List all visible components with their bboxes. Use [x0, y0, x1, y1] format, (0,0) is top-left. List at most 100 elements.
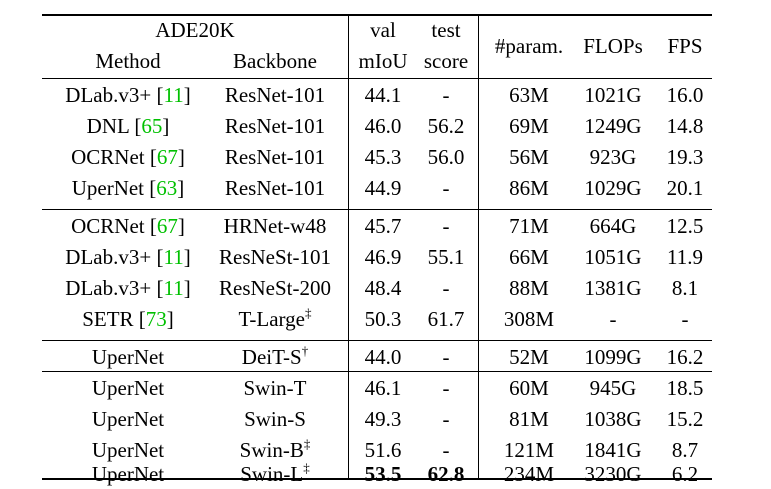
method-cell: UperNet [92, 409, 164, 430]
citation-link[interactable]: 65 [141, 114, 163, 138]
params-cell: 81M [509, 407, 549, 431]
test-cell: 56.0 [427, 145, 465, 169]
top-rule [42, 14, 712, 16]
footnote-mark: ‡ [303, 436, 311, 451]
footnote-mark: ‡ [303, 460, 310, 475]
method-cell: DNL [65] [86, 114, 170, 138]
method-cell: OCRNet [67] [71, 214, 185, 238]
backbone-cell: Swin-S [244, 407, 306, 431]
flops-cell: 1021G [584, 83, 642, 107]
val-cell: 51.6 [364, 438, 402, 462]
test-cell: - [442, 214, 450, 238]
citation-link[interactable]: 11 [163, 245, 184, 269]
test-cell: - [442, 376, 450, 400]
flops-cell: - [609, 307, 617, 331]
backbone-cell: DeiT-S† [241, 343, 309, 369]
fps-cell: 8.7 [671, 438, 699, 462]
test-subheader: score [423, 49, 469, 73]
params-cell: 56M [509, 145, 549, 169]
fps-cell: - [681, 307, 689, 331]
method-cell: UperNet [92, 464, 164, 485]
fps-cell: 18.5 [666, 376, 704, 400]
dataset-header: ADE20K [155, 18, 235, 42]
citation-link[interactable]: 67 [156, 145, 178, 169]
backbone-cell: ResNet-101 [224, 114, 326, 138]
fps-cell: 19.3 [666, 145, 704, 169]
method-header: Method [95, 49, 161, 73]
test-cell: - [442, 176, 450, 200]
val-cell: 46.9 [364, 245, 402, 269]
val-cell: 45.3 [364, 145, 402, 169]
method-name: DLab.v3+ [65, 83, 152, 107]
backbone-cell: T-Large‡ [238, 305, 312, 331]
params-cell: 60M [509, 376, 549, 400]
val-subheader: mIoU [358, 49, 408, 73]
val-cell: 48.4 [364, 276, 402, 300]
backbone-cell: Swin-B‡ [239, 436, 311, 462]
flops-cell: 945G [589, 376, 637, 400]
test-cell: 55.1 [427, 245, 465, 269]
flops-cell: 1841G [584, 438, 642, 462]
test-cell: - [442, 345, 450, 369]
test-header: test [431, 18, 461, 42]
method-name: UperNet [71, 176, 145, 200]
fps-cell: 20.1 [666, 176, 704, 200]
test-cell: 62.8 [427, 462, 465, 486]
method-name: UperNet [91, 438, 165, 462]
fps-cell: 16.2 [666, 345, 704, 369]
params-cell: 86M [509, 176, 549, 200]
test-cell: 56.2 [427, 114, 465, 138]
backbone-cell: ResNeSt-200 [219, 276, 331, 300]
method-name: OCRNet [71, 145, 145, 169]
separator-line [348, 14, 349, 480]
method-cell: DLab.v3+ [11] [65, 245, 191, 269]
flops-cell: 1249G [584, 114, 642, 138]
fps-header: FPS [667, 34, 703, 58]
group-rule [42, 209, 712, 210]
val-cell: 49.3 [364, 407, 402, 431]
group-rule [42, 371, 712, 372]
fps-cell: 8.1 [671, 276, 699, 300]
header-rule [42, 78, 712, 79]
test-cell: - [442, 276, 450, 300]
params-cell: 63M [509, 83, 549, 107]
val-cell: 45.7 [364, 214, 402, 238]
val-cell: 44.9 [364, 176, 402, 200]
group-rule [42, 340, 712, 341]
backbone-cell: HRNet-w48 [223, 214, 327, 238]
val-cell: 44.0 [364, 345, 402, 369]
backbone-header: Backbone [233, 49, 317, 73]
fps-cell: 6.2 [671, 462, 699, 486]
params-cell: 121M [503, 438, 555, 462]
flops-cell: 1381G [584, 276, 642, 300]
test-cell: 61.7 [427, 307, 465, 331]
flops-cell: 923G [589, 145, 637, 169]
citation-link[interactable]: 73 [145, 307, 167, 331]
method-name: UperNet [91, 462, 165, 486]
params-cell: 69M [509, 114, 549, 138]
fps-cell: 12.5 [666, 214, 704, 238]
fps-cell: 15.2 [666, 407, 704, 431]
fps-cell: 16.0 [666, 83, 704, 107]
backbone-cell: ResNet-101 [224, 83, 326, 107]
params-header: #param. [494, 34, 564, 58]
val-header: val [370, 18, 396, 42]
method-cell: UperNet [92, 378, 164, 399]
flops-cell: 1029G [584, 176, 642, 200]
footnote-mark: ‡ [304, 305, 312, 320]
params-cell: 88M [509, 276, 549, 300]
params-cell: 71M [509, 214, 549, 238]
method-cell: OCRNet [67] [71, 145, 185, 169]
method-cell: UperNet [92, 440, 164, 461]
val-cell: 46.1 [364, 376, 402, 400]
method-name: UperNet [91, 376, 165, 400]
fps-cell: 11.9 [667, 245, 703, 269]
val-cell: 50.3 [364, 307, 402, 331]
citation-link[interactable]: 11 [163, 276, 184, 300]
method-cell: UperNet [92, 347, 164, 368]
test-cell: - [442, 438, 450, 462]
citation-link[interactable]: 63 [156, 176, 178, 200]
citation-link[interactable]: 67 [156, 214, 178, 238]
citation-link[interactable]: 11 [163, 83, 184, 107]
flops-cell: 1038G [584, 407, 642, 431]
